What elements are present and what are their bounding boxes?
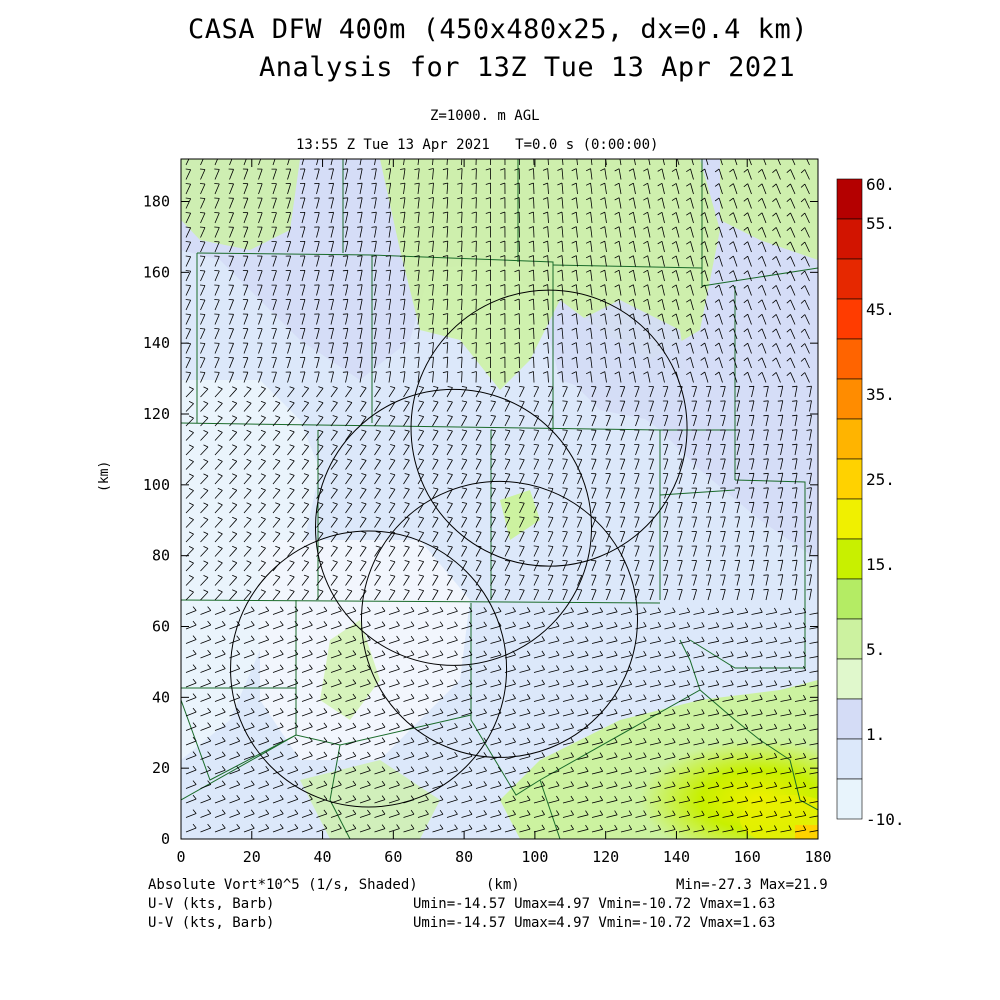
barb-label-2: U-V (kts, Barb) — [148, 915, 275, 931]
colorbar-label: 35. — [866, 385, 895, 404]
colorbar-swatch — [836, 218, 863, 260]
x-tick-label: 160 — [734, 848, 761, 866]
x-axis-ticks: 0 20 40 60 80 100 120 140 160 180 — [176, 159, 832, 866]
colorbar-swatch — [836, 778, 863, 820]
colorbar-swatch — [836, 658, 863, 700]
x-tick-label: 180 — [804, 848, 831, 866]
y-tick-label: 160 — [143, 263, 170, 281]
y-tick-label: 0 — [161, 830, 170, 848]
x-axis-label: (km) — [486, 877, 520, 893]
colorbar-swatch — [836, 498, 863, 540]
barb-field — [185, 159, 818, 833]
y-tick-label: 140 — [143, 334, 170, 352]
barb-stats-2: Umin=-14.57 Umax=4.97 Vmin=-10.72 Vmax=1… — [413, 915, 776, 931]
y-tick-label: 60 — [152, 618, 170, 636]
y-axis-ticks: 0 20 40 60 80 100 120 140 160 180 — [143, 193, 818, 848]
min-max-label: Min=-27.3 Max=21.9 — [676, 877, 828, 893]
x-tick-label: 100 — [521, 848, 548, 866]
y-tick-label: 120 — [143, 405, 170, 423]
barb-label-1: U-V (kts, Barb) — [148, 896, 275, 912]
x-tick-label: 40 — [314, 848, 332, 866]
title-line-1: CASA DFW 400m (450x480x25, dx=0.4 km) — [188, 14, 808, 45]
colorbar-swatch — [836, 338, 863, 380]
colorbar-swatch — [836, 258, 863, 300]
x-tick-label: 60 — [384, 848, 402, 866]
level-label: Z=1000. m AGL — [430, 108, 540, 124]
wind-barbs — [185, 159, 818, 833]
colorbar-label: 1. — [866, 725, 885, 744]
colorbar-swatch — [836, 538, 863, 580]
x-tick-label: 140 — [663, 848, 690, 866]
colorbar-label: -10. — [866, 810, 905, 829]
barb-stats-1: Umin=-14.57 Umax=4.97 Vmin=-10.72 Vmax=1… — [413, 896, 776, 912]
x-tick-label: 80 — [455, 848, 473, 866]
field-label: Absolute Vort*10^5 (1/s, Shaded) — [148, 877, 418, 893]
y-tick-label: 100 — [143, 476, 170, 494]
x-tick-label: 20 — [243, 848, 261, 866]
plot-frame — [180, 158, 819, 840]
radar-ring — [314, 388, 593, 666]
y-axis-label: (km) — [97, 460, 112, 492]
y-tick-label: 180 — [143, 193, 170, 211]
x-tick-label: 120 — [592, 848, 619, 866]
colorbar-label: 45. — [866, 300, 895, 319]
colorbar-label: 55. — [866, 214, 895, 233]
title-line-2: Analysis for 13Z Tue 13 Apr 2021 — [259, 52, 796, 83]
colorbar-swatch — [836, 458, 863, 500]
colorbar-swatch — [836, 698, 863, 740]
colorbar-swatch — [836, 418, 863, 460]
colorbar-label: 15. — [866, 555, 895, 574]
colorbar-swatch — [836, 178, 863, 220]
radar-range-rings — [230, 289, 688, 808]
colorbar-label: 60. — [866, 175, 895, 194]
colorbar-swatch — [836, 378, 863, 420]
x-tick-label: 0 — [176, 848, 185, 866]
colorbar-swatch — [836, 578, 863, 620]
colorbar: 60. 55. 45. 35. 25. 15. 5. 1. -10. — [836, 175, 905, 829]
time-label: 13:55 Z Tue 13 Apr 2021 T=0.0 s (0:00:00… — [296, 137, 659, 153]
y-tick-label: 80 — [152, 547, 170, 565]
colorbar-label: 25. — [866, 470, 895, 489]
radar-ring — [360, 480, 639, 758]
colorbar-label: 5. — [866, 640, 885, 659]
y-tick-label: 40 — [152, 688, 170, 706]
colorbar-swatch — [836, 738, 863, 780]
colorbar-swatch — [836, 298, 863, 340]
radar-ring — [230, 530, 508, 808]
radar-ring — [410, 289, 688, 567]
y-tick-label: 20 — [152, 759, 170, 777]
colorbar-swatch — [836, 618, 863, 660]
